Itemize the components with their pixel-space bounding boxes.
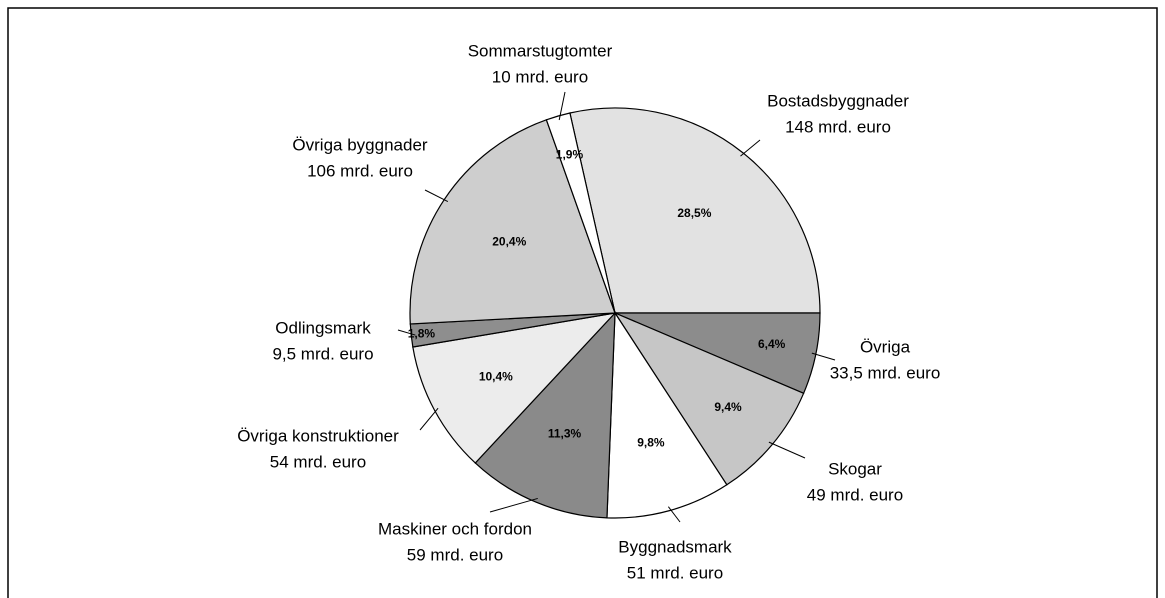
percent-label: 1,9% xyxy=(556,148,584,162)
category-label: Övriga byggnader xyxy=(292,135,427,154)
leader-line xyxy=(397,329,416,336)
category-label: Övriga konstruktioner xyxy=(237,426,399,445)
category-label: Skogar xyxy=(828,459,882,478)
leader-line xyxy=(424,189,449,202)
leader-line xyxy=(489,497,538,513)
percent-label: 9,8% xyxy=(637,436,665,450)
pie-slice xyxy=(606,311,728,519)
leader-line xyxy=(419,407,439,431)
percent-label: 1,8% xyxy=(408,327,436,341)
amount-label: 148 mrd. euro xyxy=(785,117,891,136)
percent-label: 20,4% xyxy=(492,235,526,249)
leader-line xyxy=(558,91,566,121)
category-label: Övriga xyxy=(860,337,911,356)
amount-label: 9,5 mrd. euro xyxy=(272,344,373,363)
percent-label: 9,4% xyxy=(714,400,742,414)
leader-line xyxy=(768,441,806,459)
amount-label: 33,5 mrd. euro xyxy=(830,363,941,382)
pie-slice xyxy=(545,112,616,314)
category-label: Maskiner och fordon xyxy=(378,519,532,538)
amount-label: 59 mrd. euro xyxy=(407,545,503,564)
percent-label: 28,5% xyxy=(677,206,711,220)
amount-label: 10 mrd. euro xyxy=(492,67,588,86)
pie-slice xyxy=(474,311,616,519)
leader-line xyxy=(667,506,681,523)
category-label: Bostadsbyggnader xyxy=(767,91,909,110)
amount-label: 51 mrd. euro xyxy=(627,563,723,582)
leader-line xyxy=(740,139,761,157)
category-label: Byggnadsmark xyxy=(618,537,732,556)
amount-label: 54 mrd. euro xyxy=(270,452,366,471)
percent-label: 11,3% xyxy=(548,426,582,440)
category-label: Sommarstugtomter xyxy=(468,41,613,60)
amount-label: 106 mrd. euro xyxy=(307,161,413,180)
leader-line xyxy=(811,352,836,361)
percent-label: 6,4% xyxy=(758,337,786,351)
pie-slice xyxy=(412,312,617,464)
category-label: Odlingsmark xyxy=(275,318,371,337)
pie-slice xyxy=(569,107,821,314)
percent-label: 10,4% xyxy=(479,369,513,383)
pie-slice xyxy=(613,311,805,486)
amount-label: 49 mrd. euro xyxy=(807,485,903,504)
